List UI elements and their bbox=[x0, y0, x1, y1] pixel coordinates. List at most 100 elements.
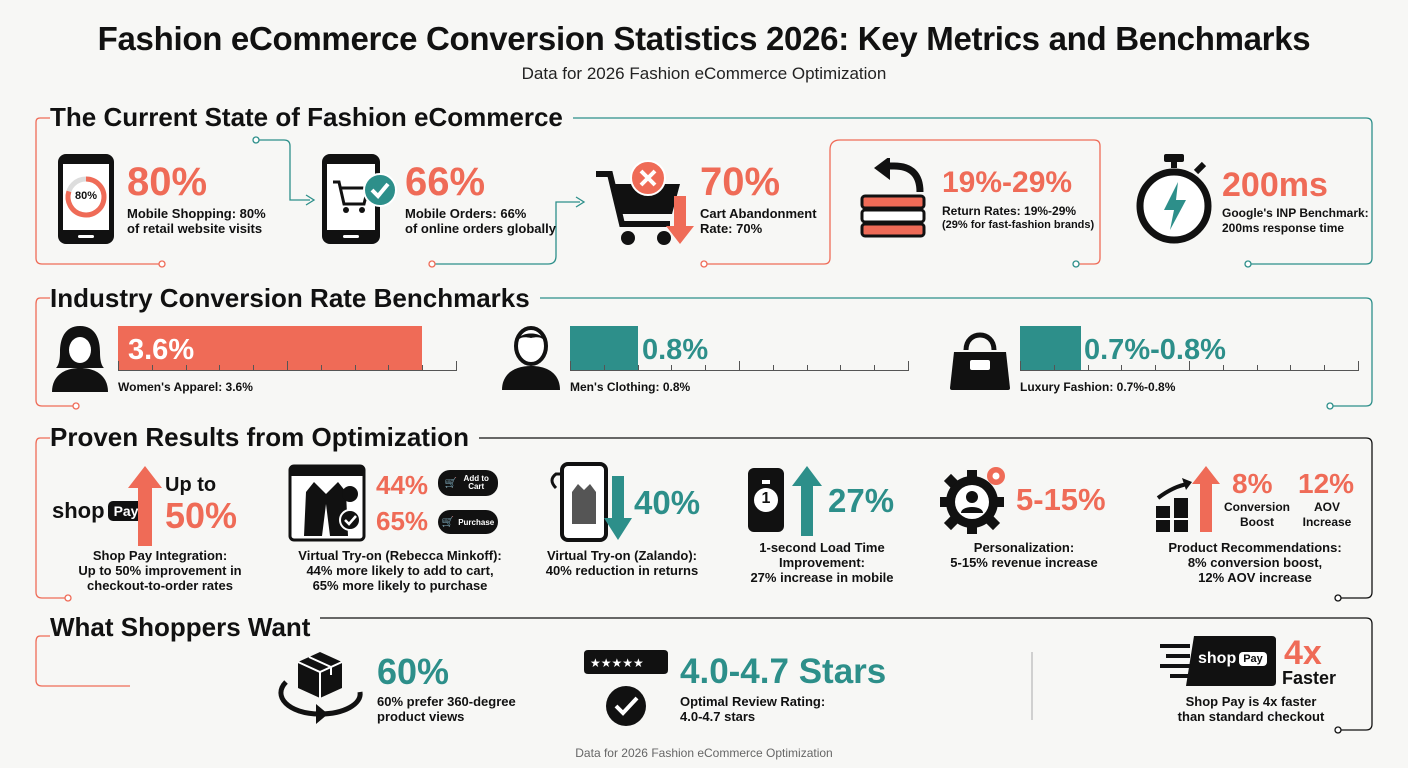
svg-text:★★★★★: ★★★★★ bbox=[590, 656, 644, 670]
personalization-value: 5-15% bbox=[1016, 482, 1106, 517]
vto-rebecca-label-3: 65% more likely to purchase bbox=[312, 578, 488, 593]
mobile-shopping-label-2: of retail website visits bbox=[127, 221, 263, 236]
shop-pay-faster-label-2: than standard checkout bbox=[1177, 709, 1325, 724]
bar-tick bbox=[287, 361, 288, 371]
load-time-label-2: Improvement: bbox=[779, 555, 865, 570]
return-rates-label-2: (29% for fast-fashion brands) bbox=[942, 219, 1095, 231]
bar-tick bbox=[253, 365, 255, 371]
bar-tick bbox=[603, 365, 605, 371]
luxury-fashion-value: 0.7%-0.8% bbox=[1084, 334, 1226, 366]
bar-tick bbox=[1155, 365, 1157, 371]
cart-abandonment-label-2: Rate: 70% bbox=[700, 221, 763, 236]
cart-abandonment-label-1: Cart Abandonment bbox=[700, 206, 817, 221]
shop-pay-logo-shop: shop bbox=[52, 498, 105, 523]
reviews-label-2: 4.0-4.7 stars bbox=[680, 709, 756, 724]
mobile-orders-label-2: of online orders globally bbox=[405, 221, 556, 236]
bar-tick bbox=[1290, 365, 1292, 371]
reviews-value: 4.0-4.7 Stars bbox=[680, 652, 887, 691]
bar-tick bbox=[772, 365, 774, 371]
bar-tick bbox=[874, 365, 876, 371]
browser-jacket-icon bbox=[288, 464, 366, 547]
woman-icon bbox=[50, 324, 110, 397]
shop-pay-speed-icon bbox=[1160, 636, 1280, 691]
cart-abandonment-value: 70% bbox=[700, 160, 781, 204]
bar-tick bbox=[151, 365, 153, 371]
recommendations-sub-2a: AOV bbox=[1313, 500, 1340, 514]
bar-tick bbox=[422, 365, 424, 371]
section-results-title: Proven Results from Optimization bbox=[50, 422, 479, 453]
vto-rebecca-value-2: 65% bbox=[376, 506, 429, 536]
mens-clothing-bar bbox=[570, 326, 638, 370]
footer-note: Data for 2026 Fashion eCommerce Optimiza… bbox=[575, 746, 833, 760]
page-title: Fashion eCommerce Conversion Statistics … bbox=[97, 20, 1311, 57]
purchase-pill: 🛒 Purchase bbox=[438, 510, 498, 534]
inp-benchmark-value: 200ms bbox=[1222, 166, 1328, 204]
recommendations-sub-1b: Boost bbox=[1240, 515, 1274, 529]
bar-tick bbox=[671, 365, 673, 371]
section-current-state-title: The Current State of Fashion eCommerce bbox=[50, 102, 573, 133]
bar-tick bbox=[1222, 365, 1224, 371]
views-value: 60% bbox=[377, 651, 450, 692]
shop-pay-logo: shop Pay bbox=[52, 498, 145, 524]
views-label-1: 60% prefer 360-degree bbox=[377, 694, 516, 709]
load-time-label-1: 1-second Load Time bbox=[759, 540, 885, 555]
bar-tick bbox=[1324, 365, 1326, 371]
recommendations-label-2: 8% conversion boost, bbox=[1187, 555, 1323, 570]
section-benchmarks-title: Industry Conversion Rate Benchmarks bbox=[50, 283, 540, 314]
timer-digit: 1 bbox=[761, 490, 771, 507]
bar-tick bbox=[637, 365, 639, 371]
mobile-shopping-label-1: Mobile Shopping: 80% bbox=[127, 206, 266, 221]
bar-tick bbox=[840, 365, 842, 371]
section-shoppers-want-title: What Shoppers Want bbox=[50, 612, 321, 643]
vto-rebecca-label-1: Virtual Try-on (Rebecca Minkoff): bbox=[298, 548, 502, 563]
bar-tick bbox=[1053, 365, 1055, 371]
mobile-orders-value: 66% bbox=[405, 160, 486, 204]
bar-tick bbox=[1087, 365, 1089, 371]
phone-coat-return-icon bbox=[542, 462, 636, 547]
shop-pay-label-2: Up to 50% improvement in bbox=[78, 563, 242, 578]
personalization-label-2: 5-15% revenue increase bbox=[950, 555, 1098, 570]
box-360-icon bbox=[272, 648, 368, 733]
mens-clothing-bar-track: 0.8% bbox=[570, 326, 909, 371]
bar-tick bbox=[456, 361, 457, 371]
inp-benchmark-label-2: 200ms response time bbox=[1222, 221, 1345, 235]
up-arrow-teal-icon bbox=[792, 466, 822, 541]
return-clothes-icon bbox=[858, 156, 938, 247]
load-time-value: 27% bbox=[828, 482, 895, 519]
recommendations-value-2: 12% bbox=[1298, 468, 1355, 499]
bar-tick bbox=[705, 365, 707, 371]
page-subtitle: Data for 2026 Fashion eCommerce Optimiza… bbox=[521, 64, 887, 83]
recommendations-sub-2b: Increase bbox=[1302, 515, 1352, 529]
bar-tick bbox=[570, 361, 571, 371]
shop-pay-logo-pay: Pay bbox=[107, 501, 145, 521]
mobile-shopping-value: 80% bbox=[127, 160, 208, 204]
bar-tick bbox=[908, 361, 909, 371]
shop-pay-faster-sub: Faster bbox=[1282, 668, 1337, 688]
shop-pay-label-3: checkout-to-order rates bbox=[87, 578, 233, 593]
vto-zalando-label-1: Virtual Try-on (Zalando): bbox=[547, 548, 697, 563]
stopwatch-bolt-icon bbox=[1136, 154, 1212, 249]
vto-zalando-value: 40% bbox=[634, 484, 701, 521]
inp-benchmark-label-1: Google's INP Benchmark: bbox=[1222, 206, 1369, 220]
man-icon bbox=[500, 326, 562, 395]
womens-apparel-bar bbox=[118, 326, 422, 370]
recommendations-label-3: 12% AOV increase bbox=[1198, 570, 1312, 585]
return-rates-label-1: Return Rates: 19%-29% bbox=[942, 204, 1077, 218]
womens-apparel-bar-track: 3.6% bbox=[118, 326, 457, 371]
shop-pay-label-1: Shop Pay Integration: bbox=[92, 548, 228, 563]
bar-tick bbox=[1121, 365, 1123, 371]
phone-timer-icon bbox=[746, 466, 786, 539]
phone-badge-value: 80% bbox=[74, 190, 98, 202]
luxury-fashion-bar-track: 0.7%-0.8% bbox=[1020, 326, 1359, 371]
bar-tick bbox=[388, 365, 390, 371]
bar-tick bbox=[118, 361, 119, 371]
gear-user-icon bbox=[938, 464, 1010, 541]
shop-pay-2-shop: shop bbox=[1198, 650, 1237, 667]
bar-tick bbox=[739, 361, 740, 371]
vto-rebecca-value-1: 44% bbox=[376, 470, 429, 500]
vto-zalando-label-2: 40% reduction in returns bbox=[545, 563, 699, 578]
views-label-2: product views bbox=[377, 709, 465, 724]
review-stars-check-icon: ★★★★★ bbox=[584, 650, 668, 733]
bar-tick bbox=[1020, 361, 1021, 371]
